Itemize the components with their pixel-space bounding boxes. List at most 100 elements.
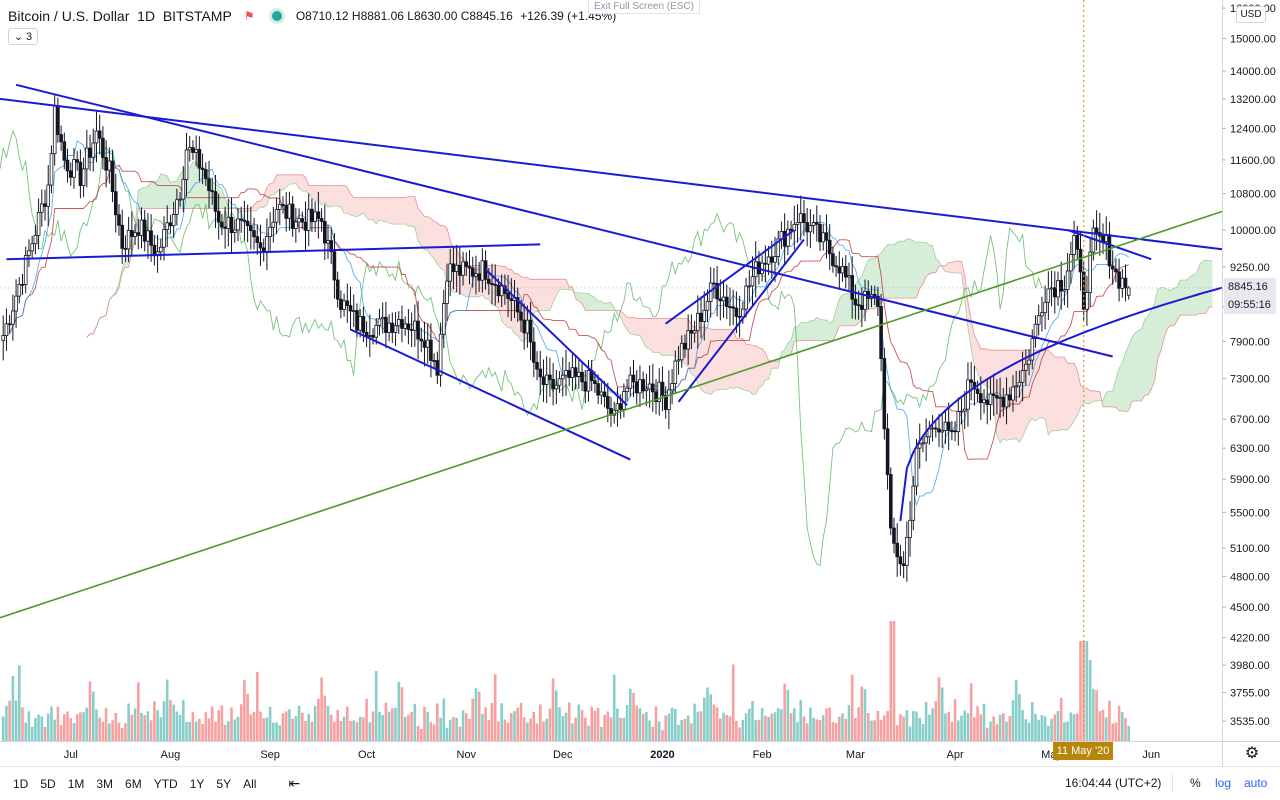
candle-body: [725, 296, 729, 308]
candle: [927, 420, 932, 445]
volume-bar: [108, 723, 111, 741]
cloud-segment: [373, 197, 377, 224]
volume-bar: [1088, 659, 1092, 741]
range-6m-button[interactable]: 6M: [125, 776, 142, 791]
volume-bar: [423, 706, 426, 741]
cloud-segment: [1141, 319, 1145, 401]
candle-body: [129, 229, 134, 237]
volume-bar: [1008, 716, 1012, 741]
price-tick-label: 4800.00: [1230, 572, 1270, 584]
candle: [692, 320, 697, 343]
volume-bar: [934, 701, 938, 741]
volume-bar: [111, 720, 114, 741]
flag-icon[interactable]: ⚑: [243, 9, 255, 23]
candle-body: [258, 242, 263, 249]
volume-bar: [902, 716, 905, 741]
bar-countdown-label: 09:55:16: [1224, 296, 1276, 314]
range-all-button[interactable]: All: [243, 776, 257, 791]
axes: 3535.00 3755.00 3980.00 4220.00 4500.00 4800.…: [0, 0, 1280, 766]
volume-bar: [493, 674, 497, 741]
candle-body: [654, 391, 658, 402]
volume-bar: [291, 718, 294, 741]
volume-bar: [767, 716, 770, 741]
candle-body: [606, 396, 610, 409]
range-1y-button[interactable]: 1Y: [189, 776, 205, 791]
range-3m-button[interactable]: 3M: [96, 776, 114, 791]
volume-bar: [210, 706, 214, 741]
candle: [261, 238, 266, 262]
clock-readout[interactable]: 16:04:44 (UTC+2): [1065, 776, 1162, 790]
cloud-segment: [758, 347, 763, 389]
range-1d-button[interactable]: 1D: [13, 776, 29, 791]
candle-body: [741, 308, 745, 318]
volume-bar: [426, 712, 429, 741]
candle: [146, 212, 150, 259]
cloud-segment: [543, 279, 547, 311]
candle-body: [255, 236, 260, 243]
candle-body: [97, 130, 102, 139]
range-ytd-button[interactable]: YTD: [153, 776, 178, 791]
candle: [493, 264, 497, 306]
volume-bar: [214, 721, 217, 741]
log-scale-toggle[interactable]: log: [1215, 776, 1232, 790]
price-chart[interactable]: 3535.00 3755.00 3980.00 4220.00 4500.00 4800.…: [0, 0, 1280, 766]
candle: [827, 224, 832, 270]
volume-bar: [912, 711, 915, 741]
cloud-segment: [411, 196, 415, 228]
cloud-segment: [257, 201, 261, 211]
range-1m-button[interactable]: 1M: [67, 776, 85, 791]
candle-body: [943, 421, 948, 432]
cloud-segment: [424, 216, 428, 251]
auto-scale-toggle[interactable]: auto: [1244, 776, 1268, 790]
cloud-segment: [639, 318, 644, 343]
candle-body: [827, 239, 832, 255]
go-to-date-icon[interactable]: ⇤: [288, 775, 301, 791]
percent-scale-toggle[interactable]: %: [1190, 776, 1201, 790]
cloud-segment: [405, 196, 409, 227]
cloud-segment: [125, 254, 129, 268]
candle: [252, 217, 256, 250]
range-5y-button[interactable]: 5Y: [216, 776, 232, 791]
volume-bar: [857, 707, 860, 741]
candle: [46, 165, 50, 227]
range-5d-button[interactable]: 5D: [40, 776, 56, 791]
candle: [203, 162, 208, 186]
candle: [728, 287, 732, 326]
cloud-segment: [1103, 392, 1107, 407]
last-price-label: 8845.16: [1224, 278, 1276, 296]
time-tick-label: Jun: [1142, 749, 1160, 761]
candle: [200, 153, 205, 185]
candle-body: [863, 290, 867, 310]
candle: [316, 191, 321, 239]
volume-bar: [744, 713, 748, 741]
candle-body: [101, 137, 105, 158]
candle-body: [43, 203, 47, 207]
gear-icon[interactable]: ⚙: [1244, 745, 1260, 762]
volume-bar: [1108, 700, 1111, 741]
candle: [367, 314, 372, 357]
currency-label[interactable]: USD: [1236, 6, 1266, 23]
cloud-segment: [916, 241, 920, 299]
candle-body: [104, 157, 108, 171]
studies-toggle-button[interactable]: ⌄ 3: [8, 28, 38, 45]
candle-body: [7, 323, 12, 326]
candle: [33, 224, 38, 255]
cloud-segment: [1151, 303, 1155, 390]
candle-body: [374, 324, 378, 338]
cloud-segment: [713, 329, 718, 392]
cloud-segment: [922, 242, 927, 285]
volume-bar: [445, 728, 449, 741]
volume-bar: [439, 717, 442, 741]
cloud-segment: [829, 321, 833, 341]
candle-body: [136, 232, 141, 236]
exit-fullscreen-button[interactable]: Exit Full Screen (ESC): [588, 0, 700, 14]
cloud-segment: [723, 329, 727, 390]
symbol-title[interactable]: Bitcoin / U.S. Dollar 1D BITSTAMP: [8, 8, 232, 24]
volume-bar: [674, 708, 677, 741]
candle: [62, 132, 67, 170]
candle: [294, 207, 298, 243]
candle-body: [930, 427, 935, 430]
candle-body: [844, 265, 848, 278]
volume-bar: [760, 708, 764, 741]
volume-bar: [773, 712, 777, 741]
